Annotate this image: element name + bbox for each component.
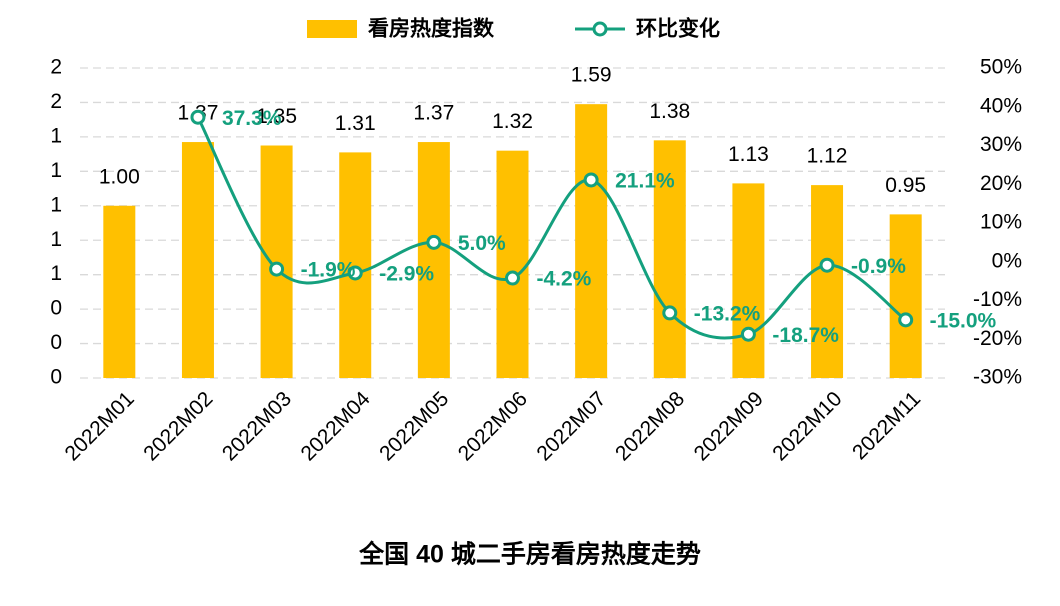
y-tick-label: 1 xyxy=(50,262,62,285)
y-tick-label: 1 xyxy=(50,124,62,147)
line-value-label: 5.0% xyxy=(458,232,506,255)
line-value-label: -4.2% xyxy=(537,268,592,291)
line-point xyxy=(426,234,442,250)
y2-tick-label: 30% xyxy=(980,133,1022,156)
legend-marker xyxy=(592,21,608,37)
bar-value-label: 1.31 xyxy=(335,112,376,135)
x-tick-label: 2022M06 xyxy=(454,387,532,465)
bar-value-label: 1.37 xyxy=(413,102,454,125)
bar xyxy=(496,150,529,378)
x-tick-label: 2022M10 xyxy=(768,387,846,465)
bar-value-label: 1.59 xyxy=(571,64,612,87)
line-value-label: -1.9% xyxy=(301,259,356,282)
line-point xyxy=(740,326,756,342)
x-tick-label: 2022M04 xyxy=(296,387,374,465)
y2-tick-label: 40% xyxy=(980,94,1022,117)
line-point xyxy=(190,109,206,125)
legend-label: 环比变化 xyxy=(636,17,720,41)
y-tick-label: 2 xyxy=(50,56,62,79)
bar-value-label: 1.12 xyxy=(807,145,848,168)
line-point xyxy=(819,257,835,273)
bar xyxy=(103,205,136,378)
y-tick-label: 1 xyxy=(50,159,62,182)
y2-tick-label: -20% xyxy=(973,327,1022,350)
line xyxy=(196,116,907,340)
legend-swatch xyxy=(307,20,357,38)
line-point xyxy=(898,312,914,328)
line-point xyxy=(583,172,599,188)
bar-value-label: 1.35 xyxy=(256,105,297,128)
y-tick-label: 1 xyxy=(50,193,62,216)
y2-tick-label: 20% xyxy=(980,172,1022,195)
bar-value-label: 0.95 xyxy=(885,174,926,197)
x-tick-label: 2022M08 xyxy=(611,387,689,465)
line-point xyxy=(269,261,285,277)
bar-value-label: 1.00 xyxy=(99,165,140,188)
legend-label: 看房热度指数 xyxy=(368,17,495,41)
line-point xyxy=(347,265,363,281)
bar-value-label: 1.13 xyxy=(728,143,769,166)
bar xyxy=(417,142,450,378)
line-value-label: -0.9% xyxy=(851,255,906,278)
x-tick-label: 2022M09 xyxy=(690,387,768,465)
x-tick-label: 2022M05 xyxy=(375,387,453,465)
line-value-label: 21.1% xyxy=(615,170,675,193)
line-value-label: -13.2% xyxy=(694,302,761,325)
line-value-label: -2.9% xyxy=(379,263,434,286)
x-tick-label: 2022M03 xyxy=(218,387,296,465)
line-point xyxy=(505,270,520,286)
bar xyxy=(181,142,214,378)
line-value-label: 37.3% xyxy=(222,107,282,130)
x-tick-label: 2022M01 xyxy=(61,387,139,465)
y-tick-label: 2 xyxy=(50,90,62,113)
y-tick-label: 0 xyxy=(50,366,62,389)
y2-tick-label: -10% xyxy=(973,288,1022,311)
bar xyxy=(575,104,608,379)
bar-value-label: 1.38 xyxy=(649,100,690,123)
x-tick-label: 2022M11 xyxy=(848,387,925,464)
bar-value-label: 1.32 xyxy=(492,110,533,133)
chart-title: 全国 40 城二手房看房热度走势 xyxy=(358,540,701,569)
bar xyxy=(732,183,765,378)
y2-tick-label: 50% xyxy=(980,56,1022,79)
line-value-label: -18.7% xyxy=(772,324,839,347)
y2-tick-label: 10% xyxy=(980,211,1022,234)
y2-tick-label: -30% xyxy=(973,366,1022,389)
bar xyxy=(339,152,372,378)
bar xyxy=(811,185,844,378)
line-point xyxy=(662,305,678,321)
y-tick-label: 1 xyxy=(50,228,62,251)
y-tick-label: 0 xyxy=(50,331,62,354)
bar xyxy=(653,140,686,378)
y-tick-label: 0 xyxy=(50,297,62,320)
bar xyxy=(889,214,922,378)
line-value-label: -15.0% xyxy=(930,309,997,332)
x-tick-label: 2022M07 xyxy=(532,387,610,465)
x-tick-label: 2022M02 xyxy=(139,387,217,465)
y2-tick-label: 0% xyxy=(992,249,1022,272)
